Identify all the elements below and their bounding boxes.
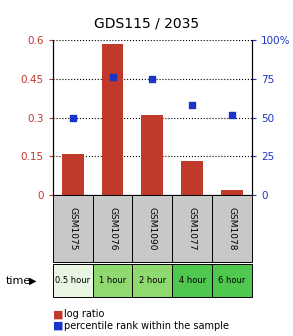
Text: GSM1077: GSM1077	[188, 207, 197, 250]
Text: 4 hour: 4 hour	[178, 276, 206, 285]
Bar	[62, 154, 84, 195]
Text: ▶: ▶	[28, 276, 36, 286]
Text: 2 hour: 2 hour	[139, 276, 166, 285]
Bar	[102, 44, 123, 195]
Text: 0.5 hour: 0.5 hour	[55, 276, 90, 285]
Text: time: time	[6, 276, 31, 286]
Text: GSM1076: GSM1076	[108, 207, 117, 250]
Text: GSM1090: GSM1090	[148, 207, 157, 250]
Text: 6 hour: 6 hour	[218, 276, 246, 285]
Text: GDS115 / 2035: GDS115 / 2035	[94, 16, 199, 31]
Point	[110, 75, 115, 80]
Text: percentile rank within the sample: percentile rank within the sample	[64, 321, 229, 331]
Text: 1 hour: 1 hour	[99, 276, 126, 285]
Bar	[181, 161, 203, 195]
Text: GSM1075: GSM1075	[68, 207, 77, 250]
Text: ■: ■	[53, 309, 63, 319]
Text: log ratio: log ratio	[64, 309, 105, 319]
Point	[190, 102, 195, 108]
Point	[150, 76, 155, 82]
Bar	[221, 190, 243, 195]
Text: ■: ■	[53, 321, 63, 331]
Point	[230, 112, 234, 117]
Point	[70, 115, 75, 120]
Bar	[142, 115, 163, 195]
Text: GSM1078: GSM1078	[228, 207, 236, 250]
